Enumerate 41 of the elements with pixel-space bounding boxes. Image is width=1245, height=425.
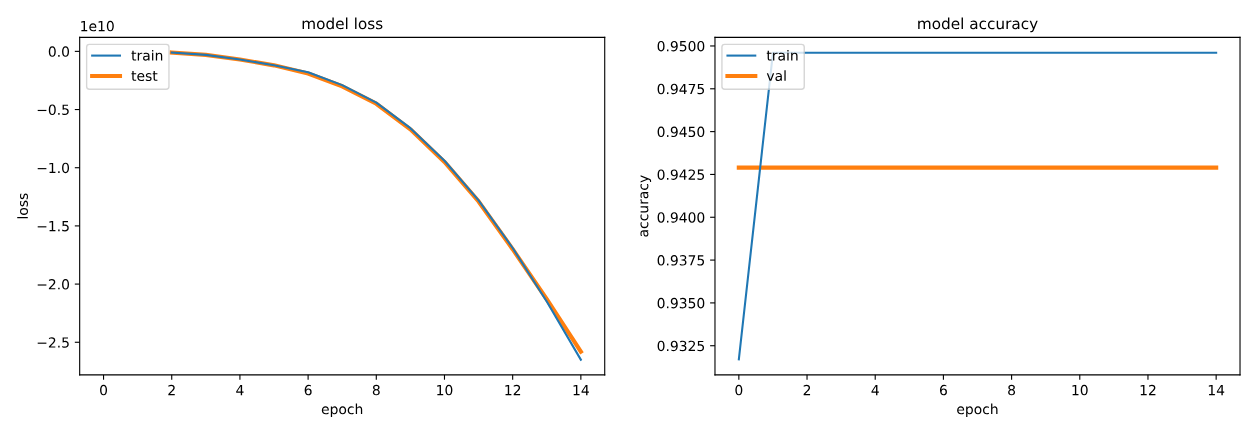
y-tick-label: 0.0 <box>48 46 70 57</box>
y-axis-title: accuracy <box>640 175 652 237</box>
x-tick-label: 0 <box>735 384 743 396</box>
legend-label: train <box>766 49 798 61</box>
x-axis-title: epoch <box>321 403 363 418</box>
x-tick-label: 14 <box>1208 385 1225 396</box>
x-tick-label: 6 <box>939 384 947 396</box>
x-tick-label: 6 <box>304 384 312 396</box>
y-tick-label: 0.9475 <box>657 83 705 95</box>
text: 1e10 <box>81 20 114 32</box>
y-axis-title: loss <box>17 193 28 219</box>
x-tick-label: 10 <box>1072 384 1088 396</box>
chart-title: model accuracy <box>918 17 1038 33</box>
y-tick-label: 0.9450 <box>657 126 705 138</box>
x-tick-label: 2 <box>168 384 175 396</box>
y-tick-label: −0.5 <box>37 104 69 116</box>
y-tick-label: 0.9500 <box>657 40 705 52</box>
y-tick-label: −1.5 <box>37 221 69 232</box>
y-tick-label: 0.9425 <box>657 169 705 180</box>
x-tick-label: 10 <box>437 384 453 396</box>
y-tick-label: 0.9350 <box>657 297 705 309</box>
x-tick-label: 12 <box>505 384 521 396</box>
x-tick-label: 4 <box>236 385 244 396</box>
y-tick-label: −2.0 <box>37 279 70 290</box>
y-tick-label: 0.9375 <box>657 255 705 266</box>
y-tick-label: −1.0 <box>37 162 70 174</box>
y-tick-label: 0.9325 <box>657 340 705 352</box>
legend-label: val <box>766 70 786 82</box>
x-tick-label: 8 <box>372 384 380 396</box>
legend-label: test <box>131 71 158 82</box>
x-tick-label: 12 <box>1140 384 1156 396</box>
y-tick-label: 0.9400 <box>657 212 705 223</box>
x-tick-label: 8 <box>1008 384 1016 396</box>
legend-label: train <box>131 49 163 61</box>
x-tick-label: 14 <box>573 385 589 396</box>
x-tick-label: 4 <box>871 385 879 396</box>
x-tick-label: 2 <box>803 384 811 396</box>
chart-title: model loss <box>302 17 383 30</box>
y-tick-label: −2.5 <box>37 337 69 348</box>
x-tick-label: 0 <box>100 384 108 396</box>
x-axis-title: epoch <box>957 403 998 418</box>
